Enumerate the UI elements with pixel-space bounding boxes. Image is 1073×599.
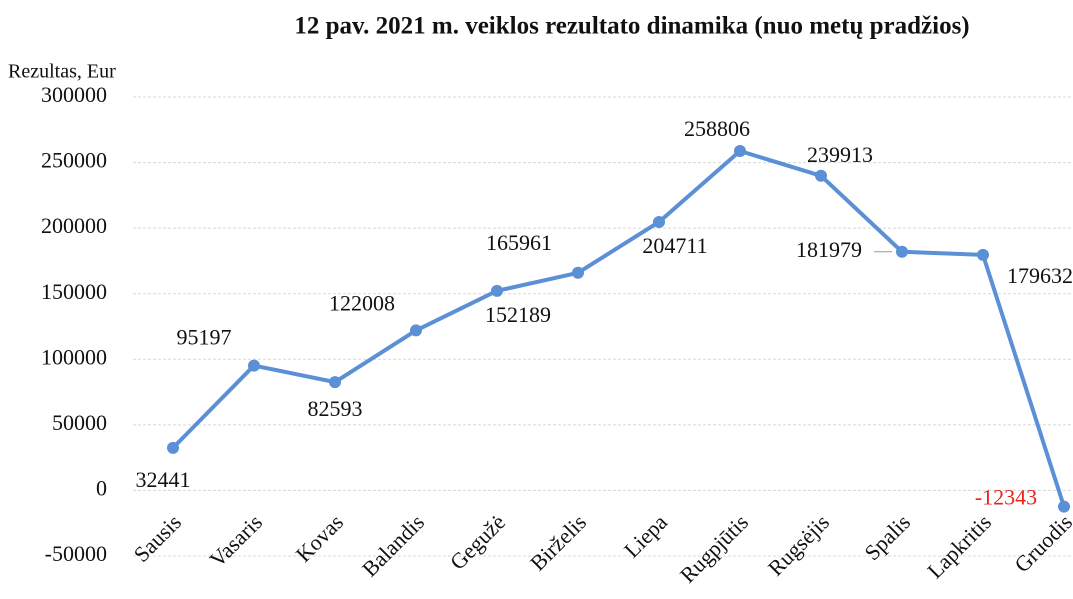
data-label: 204711: [642, 233, 707, 258]
point: [734, 145, 746, 158]
chart-title: 12 pav. 2021 m. veiklos rezultato dinami…: [294, 13, 969, 40]
data-label: 181979: [796, 237, 862, 262]
y-axis-label: Rezultas, Eur: [8, 61, 116, 83]
line: [171, 149, 1066, 508]
data-label: -12343: [975, 485, 1037, 510]
y-tick-label: 250000: [41, 148, 107, 173]
x-tick-label: Rugpjūtis: [675, 509, 753, 587]
point: [896, 245, 908, 258]
data-label: 82593: [308, 396, 363, 421]
data-label: 239913: [807, 142, 873, 167]
point: [491, 284, 503, 297]
x-tick-label: Lapkritis: [922, 509, 996, 583]
data-label: 95197: [177, 325, 232, 350]
data-label: 152189: [485, 302, 551, 327]
point: [977, 248, 989, 261]
point: [248, 359, 260, 372]
x-tick-label: Gruodis: [1009, 509, 1073, 577]
point: [329, 376, 341, 389]
point: [410, 324, 422, 337]
x-tick-label: Balandis: [357, 509, 429, 581]
data-label: 179632: [1007, 263, 1073, 288]
x-tick-label: Birželis: [525, 509, 591, 575]
point: [572, 266, 584, 279]
y-tick-label: 50000: [52, 410, 107, 435]
x-tick-label: Spalis: [859, 509, 915, 565]
data-label: 258806: [684, 116, 750, 141]
point: [815, 169, 827, 182]
x-tick-label: Liepa: [619, 509, 672, 562]
data-label: 165961: [486, 230, 552, 255]
x-tick-label: Gegužė: [445, 509, 510, 574]
y-tick-label: -50000: [45, 541, 107, 566]
point: [1058, 500, 1070, 513]
y-tick-label: 200000: [41, 213, 107, 238]
y-tick-label: 300000: [41, 82, 107, 107]
y-tick-label: 0: [96, 475, 107, 500]
point: [167, 441, 179, 454]
point: [653, 215, 665, 228]
data-label: 32441: [136, 467, 191, 492]
x-tick-label: Rugsėjis: [763, 509, 834, 580]
y-tick-label: 150000: [41, 279, 107, 304]
x-tick-label: Kovas: [291, 509, 348, 566]
x-tick-label: Sausis: [129, 509, 186, 566]
data-label: 122008: [329, 290, 395, 315]
y-tick-label: 100000: [41, 344, 107, 369]
x-tick-label: Vasaris: [204, 509, 267, 572]
